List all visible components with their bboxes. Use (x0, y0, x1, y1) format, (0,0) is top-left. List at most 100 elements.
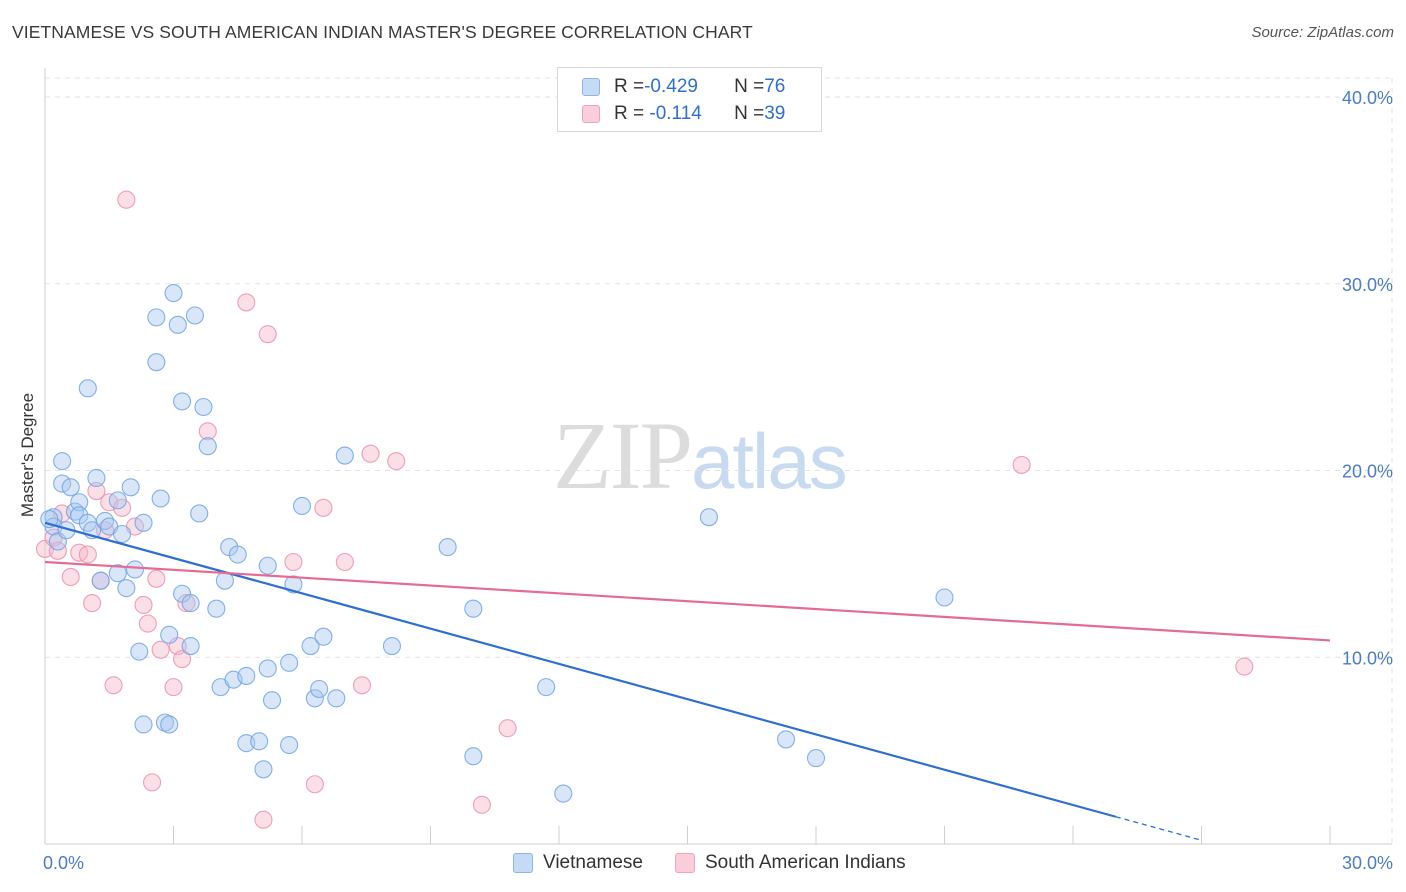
y-tick-label: 20.0% (1342, 462, 1393, 482)
vietnamese-point (280, 735, 299, 755)
vietnamese-point (164, 284, 183, 303)
south-american-indians-point (61, 567, 80, 586)
watermark-zip: ZIP (553, 402, 693, 509)
x-tick-label: 30.0% (1342, 853, 1393, 873)
vietnamese-point (160, 715, 179, 734)
y-tick-label: 10.0% (1342, 648, 1393, 668)
vietnamese-point (173, 392, 192, 411)
legend-r-value: -0.429 (644, 76, 698, 97)
chart-title: VIETNAMESE VS SOUTH AMERICAN INDIAN MAST… (12, 22, 753, 42)
vietnamese-trend-line (44, 521, 1117, 818)
y-tick-label: 40.0% (1342, 88, 1393, 108)
vietnamese-point (130, 642, 149, 661)
vietnamese-point (147, 308, 166, 327)
legend-n-label: N = (734, 103, 765, 124)
vietnamese-point (310, 679, 329, 699)
axes (44, 68, 1392, 845)
vietnamese-point (190, 504, 209, 523)
series-swatch-south-american-indians (675, 853, 695, 873)
vietnamese-point (254, 760, 273, 779)
vietnamese-point (284, 575, 303, 594)
vietnamese-point (258, 556, 277, 575)
south-american-indians-point (472, 795, 491, 814)
series-legend: Vietnamese South American Indians (513, 852, 938, 874)
vietnamese-trend-extension (1115, 816, 1202, 841)
series-vietnamese-points (40, 284, 954, 803)
south-american-indians-point (198, 422, 217, 441)
south-american-indians-point (134, 595, 153, 615)
vietnamese-point (70, 493, 89, 512)
south-american-indians-point (87, 481, 106, 501)
vietnamese-point (382, 636, 402, 656)
source-credit: Source: ZipAtlas.com (1251, 24, 1394, 41)
south-american-indians-point (104, 676, 123, 695)
vietnamese-point (181, 594, 200, 613)
vietnamese-point (125, 560, 144, 579)
legend-r-label: R = (614, 76, 645, 97)
vietnamese-point (262, 691, 282, 710)
vietnamese-point (87, 468, 106, 488)
vietnamese-point (160, 625, 179, 644)
south-american-indians-point (387, 452, 406, 471)
vietnamese-point (280, 653, 299, 672)
vietnamese-point (185, 306, 204, 325)
vietnamese-point (258, 659, 277, 678)
south-american-indians-point (1235, 657, 1254, 676)
series-legend-item-vietnamese: Vietnamese (513, 852, 643, 874)
south-american-indians-point (314, 498, 333, 517)
south-american-indians-point (48, 541, 67, 560)
series-south-american-indians-points (35, 190, 1254, 829)
south-american-indians-point (117, 190, 136, 209)
legend-r-value: -0.114 (644, 103, 702, 124)
vietnamese-point (194, 397, 213, 417)
vietnamese-point (250, 732, 269, 751)
series-swatch-vietnamese (513, 853, 533, 873)
vietnamese-point (147, 353, 166, 372)
south-american-indians-point (237, 293, 256, 312)
grid-lines (45, 77, 1393, 844)
vietnamese-point (113, 524, 132, 544)
vietnamese-point (134, 513, 153, 532)
vietnamese-point (935, 588, 954, 607)
south-american-indians-point (498, 719, 517, 738)
south-american-indians-point (254, 810, 273, 829)
vietnamese-point (53, 474, 72, 493)
south-american-indians-point (173, 650, 192, 669)
vietnamese-point (237, 666, 256, 685)
vietnamese-point (53, 452, 72, 471)
south-american-indians-point (151, 640, 170, 659)
vietnamese-point (198, 437, 217, 456)
legend-n-value: 39 (764, 103, 786, 124)
vietnamese-point (537, 678, 556, 697)
vietnamese-point (464, 747, 483, 766)
vietnamese-point (305, 689, 324, 708)
vietnamese-point (776, 730, 796, 749)
watermark: ZIPatlas (553, 400, 848, 511)
vietnamese-point (464, 599, 483, 618)
south-american-indians-point (164, 678, 183, 697)
y-axis-title: Master's Degree (18, 393, 37, 517)
vietnamese-point (207, 599, 226, 618)
vietnamese-point (61, 478, 80, 497)
legend-r-label: R = (614, 103, 645, 124)
y-tick-label: 30.0% (1342, 275, 1393, 295)
vietnamese-point (108, 491, 127, 510)
vietnamese-point (91, 571, 110, 590)
south-american-indians-point (83, 594, 102, 613)
vietnamese-point (438, 538, 457, 557)
south-american-indians-point (143, 773, 162, 792)
legend-n-label: N = (734, 76, 765, 97)
vietnamese-point (121, 478, 140, 497)
vietnamese-point (78, 379, 97, 398)
vietnamese-point (228, 545, 247, 564)
vietnamese-point (151, 489, 170, 508)
south-american-indians-point (177, 594, 196, 613)
south-american-indians-point (147, 569, 166, 588)
vietnamese-point (327, 689, 346, 708)
south-american-indians-point (284, 552, 303, 572)
vietnamese-point (301, 636, 320, 656)
south-american-indians-point (335, 552, 354, 572)
correlation-legend: R = -0.429 N = 76 R = -0.114 N = 39 (557, 67, 822, 132)
legend-row-south-american-indians: R = -0.114 N = 39 (582, 101, 785, 127)
